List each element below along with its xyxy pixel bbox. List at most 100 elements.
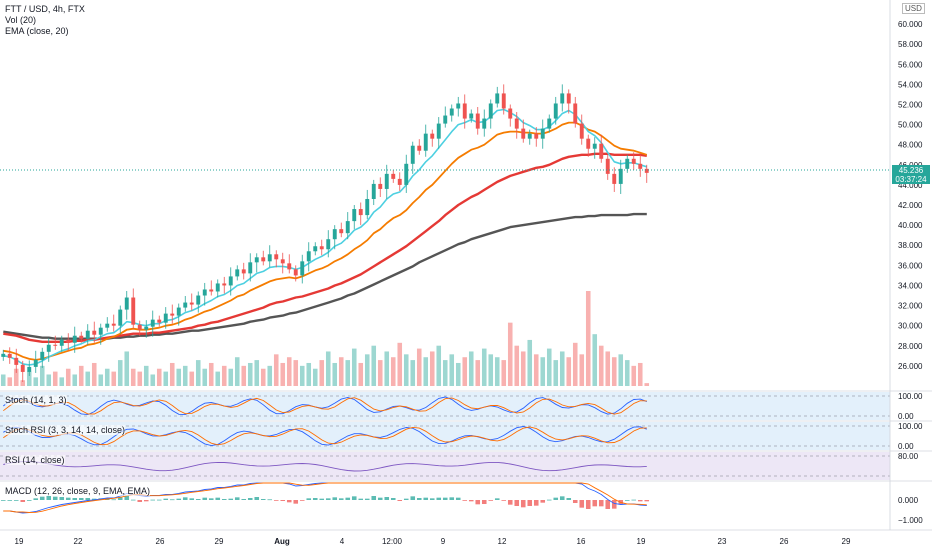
volume-bar [26,371,32,386]
candle-body [92,330,97,335]
candle [222,276,227,294]
candle [85,324,90,345]
volume-bar [416,348,422,386]
price-tick-label: 44.000 [898,181,923,190]
macd-histogram-bar [488,500,494,501]
candle [235,265,240,281]
candle-body [1,353,6,357]
price-tick-label: 52.000 [898,100,923,109]
candle-body [644,168,649,173]
candle [27,360,32,376]
symbol-line: FTT / USD, 4h, FTX [5,4,85,14]
macd-histogram-bar [202,497,208,500]
macd-histogram-bar [221,499,227,500]
price-tick-label: 30.000 [898,322,923,331]
candle-body [456,103,461,109]
candle-body [397,178,402,185]
macd-histogram-bar [65,497,71,500]
macd-histogram-bar [520,500,526,508]
candle-body [599,143,604,159]
candle-body [157,319,162,323]
candle [261,250,266,266]
candle [586,134,591,157]
volume-bar [234,357,240,386]
candle [20,360,25,382]
macd-histogram-bar [241,499,247,500]
candle [40,347,45,368]
candle [163,307,168,329]
candle [46,338,51,362]
time-tick-label: 23 [718,537,727,546]
volume-bar [195,360,201,386]
candle-body [586,138,591,149]
candle-body [469,113,474,119]
price-tick-label: 50.000 [898,121,923,130]
volume-bar [117,360,123,386]
candle [573,96,578,128]
candle [248,253,253,282]
candle [443,106,448,128]
stoch-tick-label: 0.00 [898,412,914,421]
candle-body [150,319,155,327]
candle [332,225,337,250]
candle-body [423,133,428,151]
macd-histogram-bar [371,496,377,500]
candle [540,119,545,149]
volume-bar [345,360,351,386]
candle-body [66,339,71,343]
candle [92,321,97,343]
rsi-line [3,461,647,472]
candle-body [332,229,337,240]
volume-bar [585,291,591,386]
last-price: 45.236 [898,166,924,175]
macd-histogram-bar [169,499,175,501]
macd-histogram-bar [546,499,552,501]
candle-body [553,103,558,119]
candle [170,304,175,324]
macd-histogram-bar [137,500,143,502]
ema-slow-line [3,152,647,343]
candle [521,119,526,143]
candle [196,291,201,313]
volume-bar [0,374,6,386]
candle-body [540,128,545,139]
macd-histogram-bar [501,500,507,501]
candle-body [391,173,396,179]
candle-body [326,239,331,250]
volume-bar [299,365,305,386]
bar-countdown: 03:37:24 [895,175,927,184]
macd-histogram-bar [553,497,559,500]
volume-bar [605,351,611,386]
volume-bar [241,365,247,386]
volume-bar [325,351,331,386]
volume-bar [124,351,130,386]
candle-body [319,246,324,250]
volume-bar [390,357,396,386]
stoch-rsi-tick-label: 0.00 [898,442,914,451]
stoch-k-line [3,396,647,416]
candle-body [625,158,630,169]
macd-histogram-bar [0,500,6,501]
candle [475,107,480,135]
candle [293,265,298,282]
candle [508,104,513,127]
candle-body [495,93,500,104]
candle [482,109,487,137]
volume-bar [494,357,500,386]
volume-bar [598,345,604,386]
time-tick-label: 29 [842,537,851,546]
candle-body [7,353,12,358]
volume-bar [228,368,234,386]
candle [53,335,58,350]
macd-label: MACD (12, 26, close, 9, EMA, EMA) [5,486,151,496]
candle-body [378,183,383,189]
candle-body [222,283,227,286]
unit-tag[interactable]: USD [902,3,925,14]
candle [371,179,376,206]
volume-bar [579,354,585,386]
candle [410,141,415,174]
candle [228,267,233,296]
candle-body [566,93,571,104]
volume-bar [286,357,292,386]
